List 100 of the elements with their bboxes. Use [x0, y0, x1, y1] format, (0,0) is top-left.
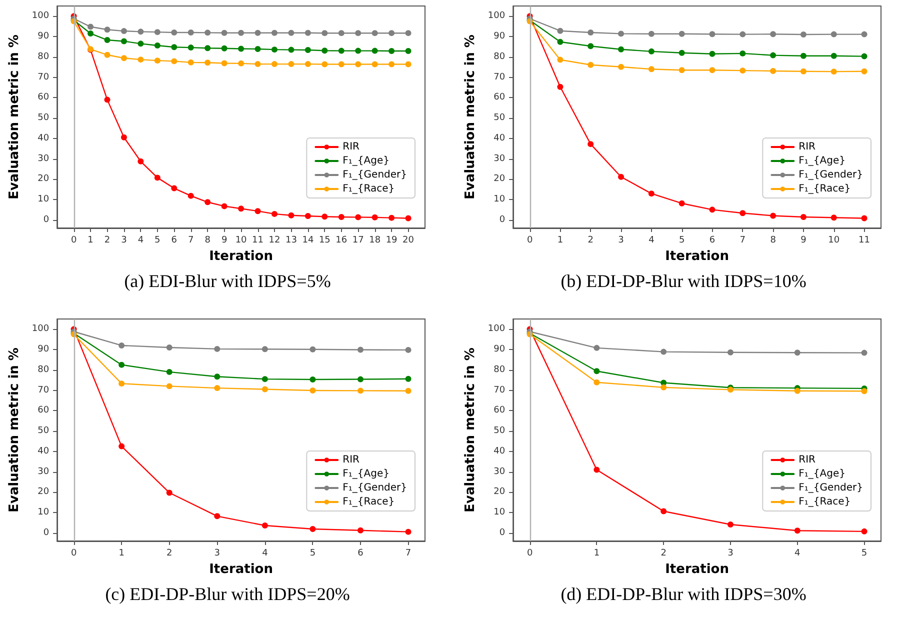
point — [304, 212, 311, 219]
point — [254, 208, 261, 214]
point — [154, 29, 160, 36]
point — [648, 30, 654, 37]
point — [221, 30, 228, 36]
x-tick-label: 1 — [594, 548, 600, 558]
point — [154, 58, 160, 64]
point — [138, 56, 144, 63]
point — [104, 96, 110, 103]
point — [588, 141, 594, 148]
point — [288, 212, 294, 218]
point — [861, 31, 868, 38]
point — [557, 56, 564, 63]
y-tick-label: 90 — [494, 32, 506, 42]
x-axis-title: Iteration — [209, 562, 273, 577]
point — [221, 60, 228, 66]
point — [104, 37, 110, 44]
point — [372, 48, 378, 54]
point — [770, 212, 776, 219]
y-tick-label: 0 — [43, 528, 50, 538]
legend-label: F₁_{Race} — [342, 184, 395, 194]
point — [166, 344, 172, 351]
point — [262, 376, 268, 382]
point — [171, 29, 178, 36]
point — [557, 84, 564, 90]
y-tick-label: 40 — [38, 133, 50, 144]
text: (c) EDI-DP-Blur with IDPS=20% — [105, 584, 350, 604]
point — [794, 388, 800, 394]
point — [358, 376, 364, 382]
y-tick-label: 60 — [494, 406, 506, 416]
point — [830, 31, 837, 38]
legend-label: F₁_{Race} — [798, 184, 851, 194]
x-tick-label: 3 — [214, 548, 220, 558]
y-axis-title: Evaluation metric in % — [463, 348, 478, 512]
point — [310, 387, 316, 394]
point — [254, 61, 261, 68]
x-tick-label: 7 — [188, 236, 194, 246]
legend-label: RIR — [342, 454, 360, 466]
point — [388, 214, 395, 221]
point — [372, 30, 378, 36]
point — [405, 528, 412, 535]
point — [118, 380, 125, 387]
y-tick-label: 90 — [38, 32, 50, 42]
point — [388, 48, 395, 54]
point — [660, 348, 667, 355]
x-tick-label: 11 — [252, 236, 264, 246]
point — [271, 30, 278, 36]
x-tick-label: 8 — [770, 236, 776, 246]
point — [388, 30, 395, 36]
x-tick-label: 4 — [138, 236, 144, 246]
point — [678, 50, 685, 56]
point — [154, 42, 160, 49]
point — [358, 388, 364, 394]
y-tick-label: 80 — [494, 364, 506, 375]
point — [372, 61, 378, 68]
point — [204, 30, 211, 36]
y-tick-label: 100 — [488, 324, 506, 334]
point — [709, 50, 716, 57]
point — [405, 376, 412, 382]
x-axis-title: Iteration — [665, 562, 729, 577]
y-axis-title: Evaluation metric in % — [7, 34, 22, 200]
point — [388, 61, 395, 68]
y-tick-label: 50 — [38, 113, 50, 124]
point — [594, 344, 600, 351]
y-tick-label: 70 — [494, 72, 506, 82]
point — [794, 528, 800, 534]
point — [254, 46, 261, 52]
x-tick-label: 19 — [386, 236, 398, 246]
point — [405, 48, 412, 54]
text: (a) EDI-Blur with IDPS=5% — [124, 271, 331, 291]
y-tick-label: 50 — [38, 426, 50, 436]
point — [355, 61, 362, 68]
y-tick-label: 60 — [38, 406, 50, 416]
x-tick-label: 0 — [526, 548, 533, 558]
point — [740, 210, 746, 216]
x-tick-label: 1 — [557, 236, 564, 246]
point — [171, 185, 178, 192]
point — [727, 522, 734, 528]
x-tick-label: 15 — [318, 236, 330, 246]
point — [118, 362, 125, 368]
y-tick-label: 70 — [38, 385, 50, 396]
x-tick-label: 13 — [285, 236, 297, 246]
point — [204, 45, 211, 52]
point — [120, 134, 127, 140]
point — [138, 158, 144, 164]
y-tick-label: 40 — [494, 446, 506, 456]
x-tick-label: 7 — [740, 236, 746, 246]
point — [262, 522, 268, 529]
point — [310, 346, 316, 352]
point — [709, 67, 716, 74]
point — [118, 443, 125, 450]
point — [138, 40, 144, 47]
point — [271, 61, 278, 68]
point — [271, 210, 278, 217]
point — [338, 214, 344, 220]
point — [861, 388, 868, 394]
point — [322, 30, 328, 36]
point — [660, 384, 667, 390]
point — [238, 60, 244, 66]
point — [120, 55, 127, 62]
